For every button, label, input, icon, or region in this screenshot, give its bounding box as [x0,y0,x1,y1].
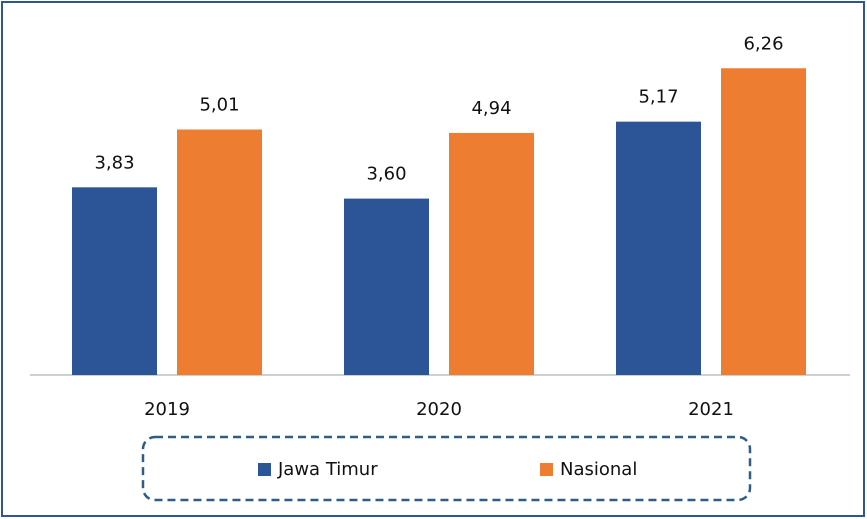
x-tick-label: 2019 [144,399,190,420]
bar [721,68,806,375]
value-label: 4,94 [471,98,511,119]
legend-swatch [540,463,553,476]
value-label: 5,01 [199,95,239,116]
x-tick-label: 2021 [688,399,734,420]
legend-label: Jawa Timur [277,459,378,480]
bar [177,129,262,375]
bar [449,132,534,375]
bar [616,121,701,375]
value-label: 5,17 [638,87,678,108]
value-label: 3,60 [366,164,406,185]
legend-swatch [258,463,271,476]
value-label: 6,26 [743,33,783,54]
bar [72,187,157,375]
x-tick-label: 2020 [416,399,462,420]
legend-box [141,435,752,502]
bar [344,198,429,375]
legend-label: Nasional [560,459,637,480]
value-label: 3,83 [94,152,134,173]
